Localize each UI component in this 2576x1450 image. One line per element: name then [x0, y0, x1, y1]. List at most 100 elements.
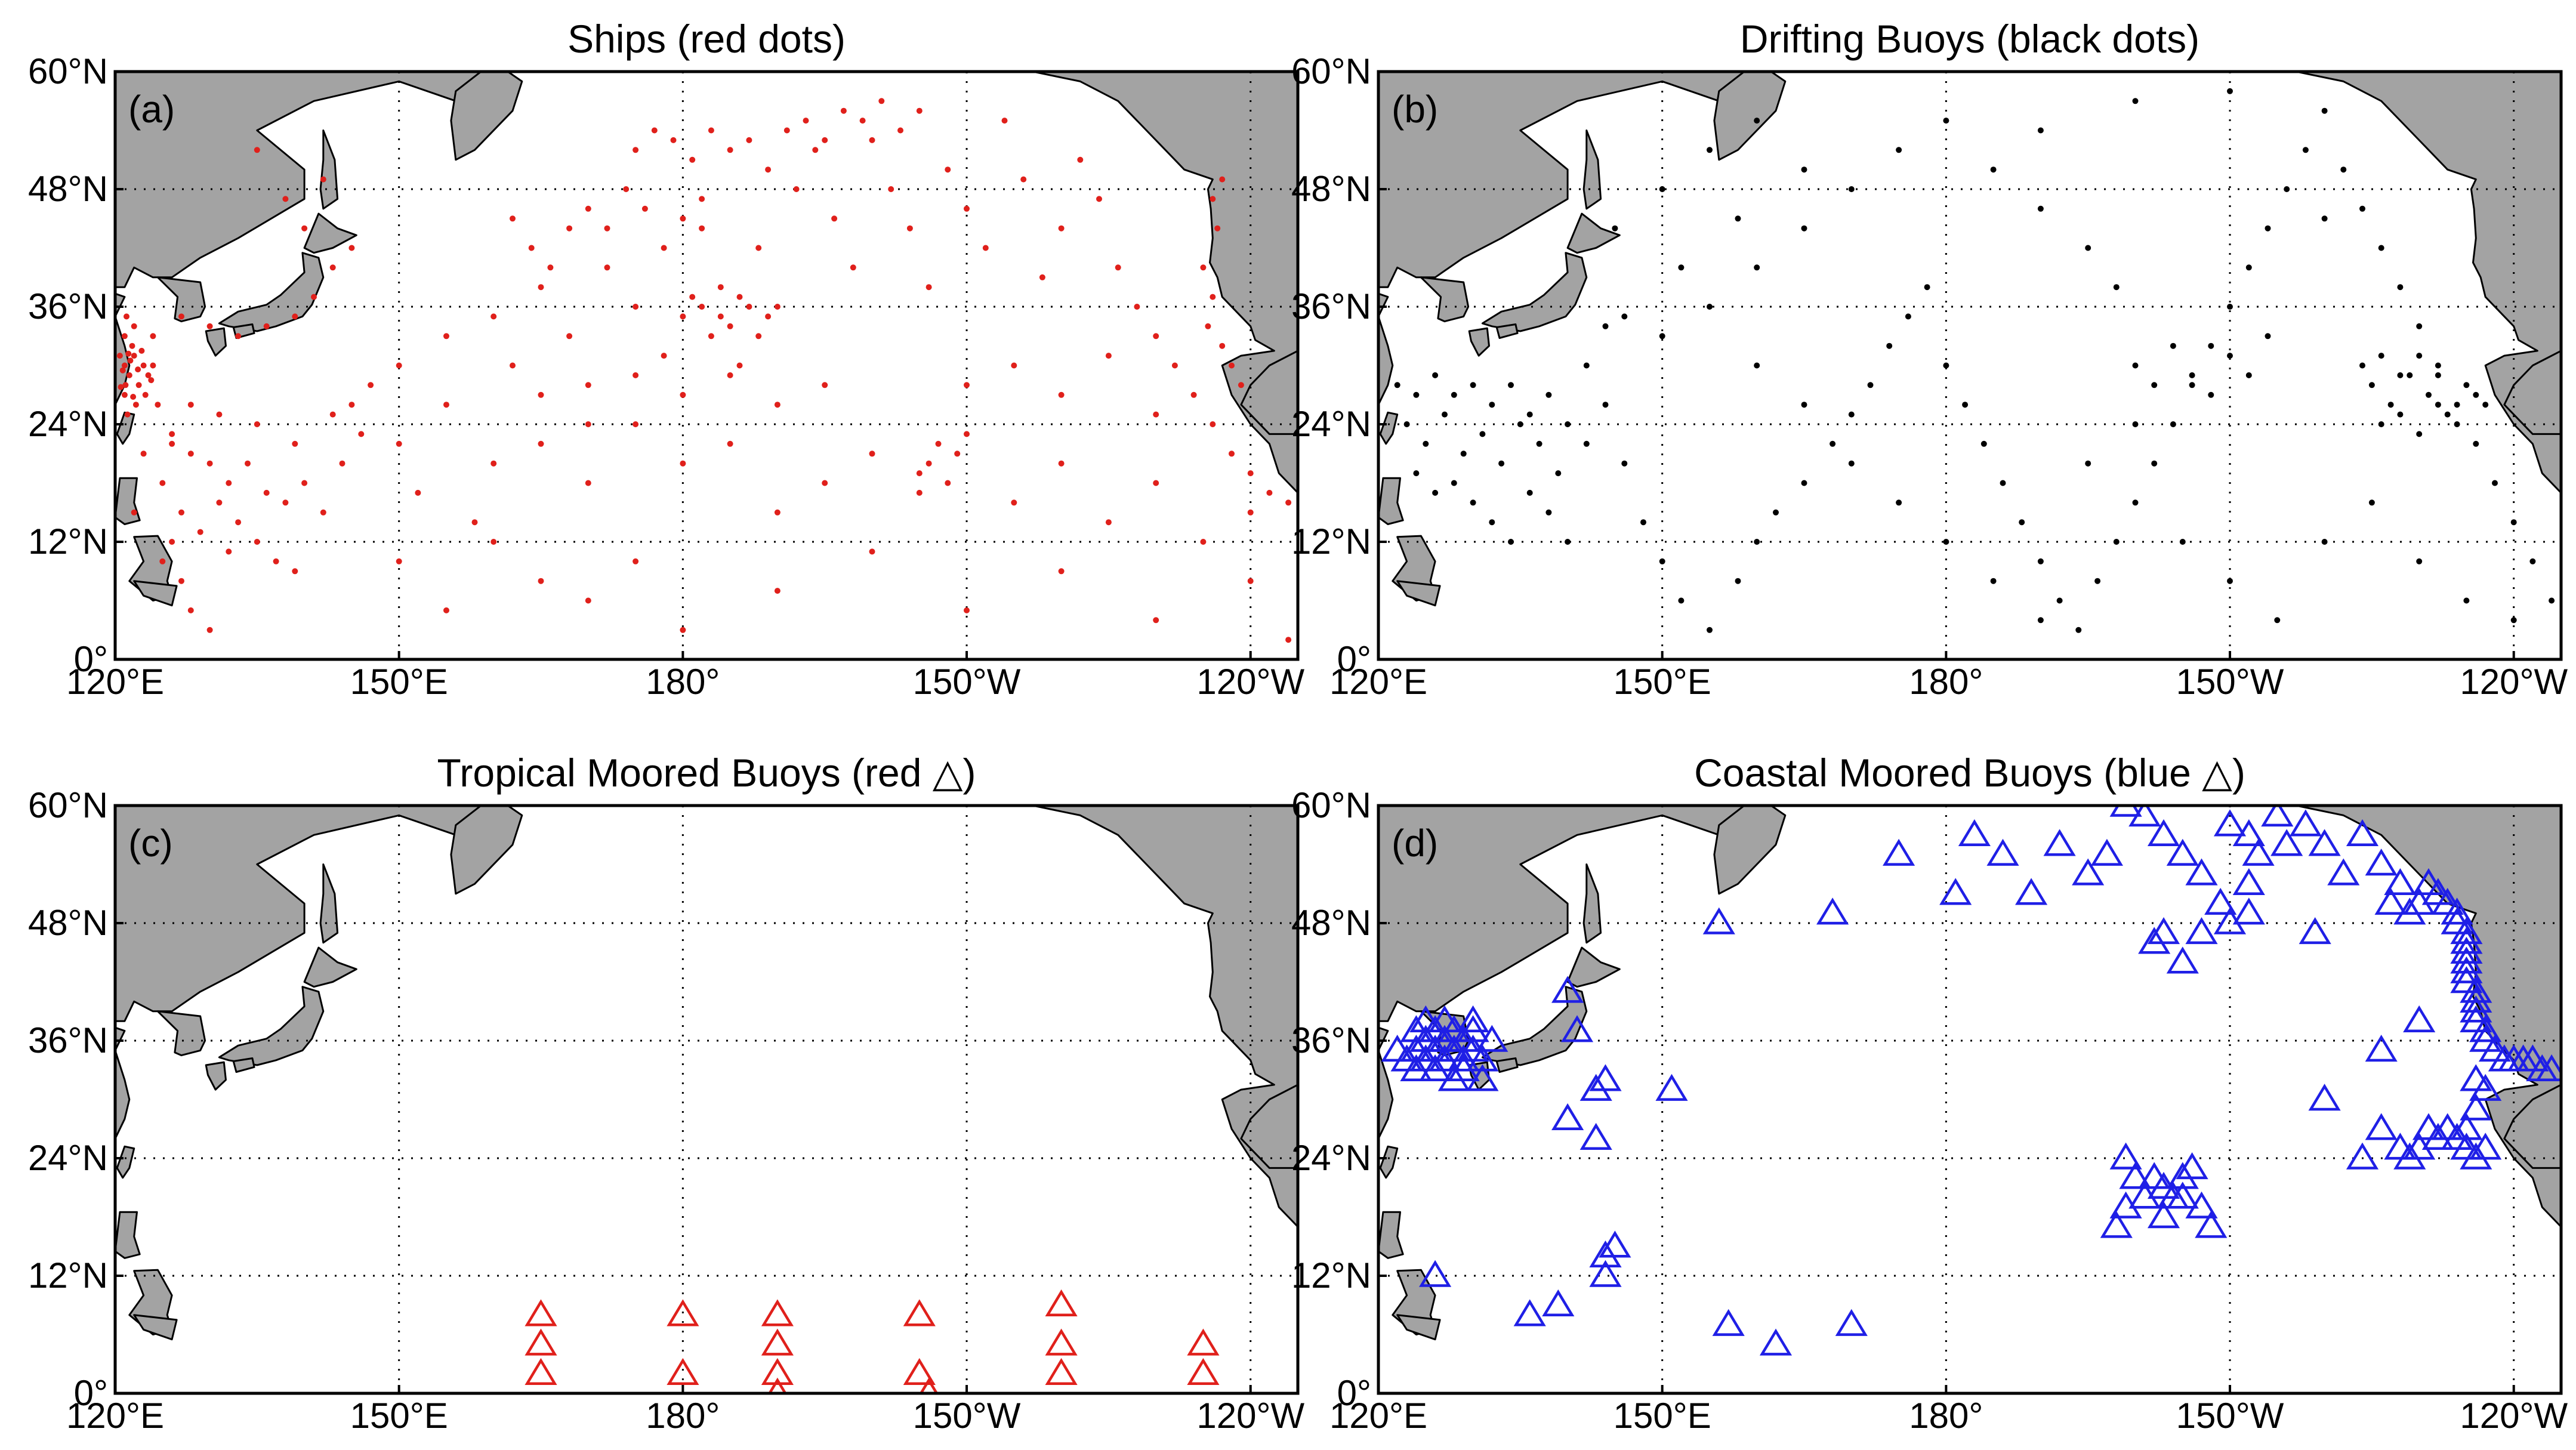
data-point	[1238, 382, 1244, 388]
data-point	[1896, 147, 1902, 153]
data-point	[1583, 440, 1590, 447]
data-point	[1247, 578, 1254, 584]
data-point	[1517, 421, 1523, 427]
data-point	[235, 333, 242, 340]
data-point	[651, 127, 658, 134]
data-point	[138, 347, 145, 354]
x-tick-label: 150°W	[913, 662, 1021, 702]
data-point	[2378, 421, 2384, 427]
data-point	[2132, 499, 2139, 506]
y-tick-label: 60°N	[28, 785, 108, 825]
data-point	[2460, 985, 2492, 1013]
data-point	[1210, 196, 1216, 202]
data-point	[1816, 897, 1849, 925]
sakhalin-landmass	[1582, 863, 1602, 944]
data-point	[510, 215, 516, 222]
data-point	[263, 323, 270, 329]
panel-b-ticks: 120°E 150°E 180° 150°W 120°W 0° 12°N 24°N 36°N 48…	[1291, 51, 2568, 702]
data-point	[2302, 147, 2309, 153]
panel-d-frame	[1377, 804, 2563, 1395]
panel-c-title: Tropical Moored Buoys (red △)	[437, 751, 976, 795]
data-point	[1394, 382, 1400, 388]
x-tick-label: 180°	[646, 1396, 720, 1436]
data-point	[1678, 264, 1685, 271]
data-point	[254, 147, 260, 153]
data-point	[311, 294, 317, 300]
china-coast-landmass	[1378, 292, 1394, 407]
data-point	[2119, 1162, 2152, 1189]
data-point	[2208, 343, 2214, 349]
data-point	[2176, 1152, 2208, 1180]
data-point	[1153, 333, 1159, 340]
data-point	[2346, 819, 2379, 847]
data-point	[1896, 499, 1902, 506]
data-point	[538, 391, 544, 398]
y-tick-label: 24°N	[28, 404, 108, 444]
data-point	[2308, 1084, 2341, 1111]
y-tick-label: 48°N	[28, 169, 108, 209]
panel-d-label: (d)	[1392, 822, 1438, 865]
data-point	[822, 480, 828, 486]
data-point	[1589, 1240, 1622, 1267]
data-point	[919, 1377, 939, 1393]
data-point	[127, 357, 134, 364]
data-point	[1905, 313, 1911, 320]
panel-a-marks	[116, 98, 1292, 643]
data-point	[2166, 838, 2199, 866]
data-point	[1219, 343, 1226, 349]
data-point	[2227, 304, 2233, 310]
data-point	[2397, 372, 2404, 378]
data-point	[2284, 186, 2290, 192]
data-point	[116, 353, 123, 359]
y-tick-label: 60°N	[1291, 51, 1371, 91]
data-point	[1200, 264, 1207, 271]
data-point	[2460, 1093, 2492, 1121]
data-point	[2397, 411, 2404, 418]
y-tick-label: 0°	[74, 1373, 108, 1413]
data-point	[2308, 829, 2341, 856]
data-point	[348, 402, 355, 408]
data-point	[178, 509, 184, 516]
data-point	[2416, 431, 2423, 437]
panel-b-frame	[1377, 70, 2563, 661]
data-point	[2346, 1142, 2379, 1170]
data-point	[1447, 1044, 1480, 1072]
data-point	[1476, 1025, 1508, 1052]
data-point	[1437, 1035, 1470, 1062]
data-point	[1526, 489, 1533, 496]
data-point	[1001, 118, 1008, 124]
data-point	[525, 1328, 557, 1356]
data-point	[633, 372, 639, 378]
data-point	[585, 421, 591, 427]
data-point	[1980, 440, 1987, 447]
hokkaido-landmass	[303, 212, 357, 254]
data-point	[121, 362, 128, 369]
data-point	[1442, 411, 1448, 418]
y-tick-label: 0°	[1337, 1373, 1371, 1413]
data-point	[132, 402, 139, 408]
y-tick-label: 60°N	[1291, 785, 1371, 825]
data-point	[680, 391, 686, 398]
data-point	[2460, 1142, 2492, 1170]
data-point	[2109, 1191, 2142, 1218]
shikoku-landmass	[232, 1057, 255, 1073]
data-point	[245, 460, 251, 467]
panel-a-ticks: 120°E 150°E 180° 150°W 120°W 0° 12°N 24°N 36°N 48…	[28, 51, 1305, 702]
x-tick-label: 150°E	[350, 1396, 448, 1436]
y-tick-label: 12°N	[1291, 1255, 1371, 1295]
x-tick-label: 120°E	[66, 1396, 164, 1436]
data-point	[1602, 323, 1609, 329]
data-point	[1990, 578, 1997, 584]
panel-c-ticks: 120°E 150°E 180° 150°W 120°W 0° 12°N 24°N 36°N 48…	[28, 785, 1305, 1436]
data-point	[633, 421, 639, 427]
data-point	[1735, 578, 1741, 584]
data-point	[1589, 1260, 1622, 1287]
data-point	[2072, 858, 2105, 886]
data-point	[358, 431, 365, 437]
data-point	[1659, 333, 1665, 340]
data-point	[1419, 1054, 1452, 1082]
data-point	[878, 98, 885, 104]
y-tick-label: 36°N	[1291, 286, 1371, 326]
data-point	[1599, 1230, 1631, 1258]
data-point	[1285, 499, 1292, 506]
